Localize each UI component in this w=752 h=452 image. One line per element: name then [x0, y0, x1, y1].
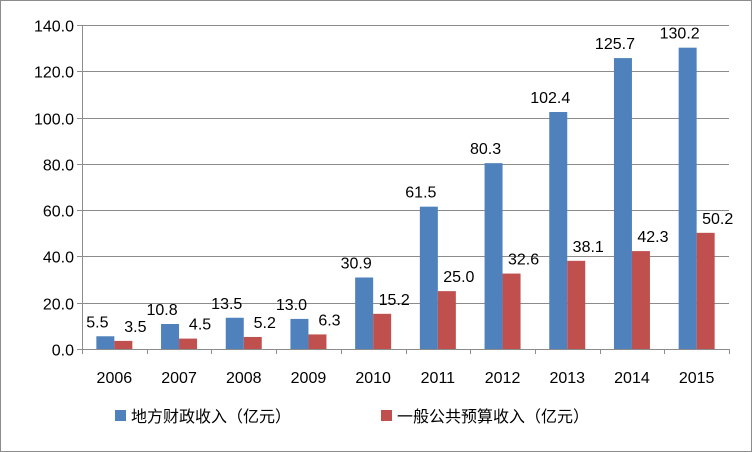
data-labels: 5.5 3.510.8 4.513.5 5.213.0 6.3 30.9 15.2 61.5 2…: [86, 26, 733, 336]
data-label-public-budget-2008: 5.2: [254, 315, 276, 332]
data-label-local-revenue-2011: 61.5: [405, 185, 436, 202]
bars: [96, 47, 715, 350]
bar-local-revenue-2010: [355, 277, 374, 349]
x-tick-label-2014: 2014: [614, 370, 650, 387]
data-label-public-budget-2015: 50.2: [702, 211, 733, 228]
data-label-public-budget-2012: 32.6: [508, 252, 539, 269]
x-tick-label-2013: 2013: [549, 370, 585, 387]
x-tick-label-2009: 2009: [291, 370, 327, 387]
data-label-public-budget-2007: 4.5: [189, 317, 211, 334]
x-tick-label-2007: 2007: [161, 370, 197, 387]
data-label-local-revenue-2013: 102.4: [530, 90, 570, 107]
y-tick-label: 140.0: [34, 19, 74, 36]
data-label-public-budget-2006: 3.5: [124, 319, 146, 336]
bar-public-budget-2013: [567, 260, 586, 349]
y-tick-label: 0.0: [52, 343, 74, 360]
bar-public-budget-2010: [373, 313, 392, 349]
y-tick-label: 80.0: [43, 158, 74, 175]
bar-public-budget-2015: [696, 232, 715, 349]
y-tick-label: 120.0: [34, 65, 74, 82]
bar-local-revenue-2008: [225, 317, 244, 349]
bar-local-revenue-2013: [549, 112, 568, 349]
x-tick-label-2006: 2006: [97, 370, 133, 387]
bar-public-budget-2014: [631, 251, 650, 349]
bar-local-revenue-2006: [96, 336, 115, 349]
bar-local-revenue-2015: [678, 47, 697, 350]
bar-local-revenue-2007: [161, 324, 180, 349]
data-label-local-revenue-2008: 13.5: [211, 296, 242, 313]
legend-label-public-budget: 一般公共预算收入（亿元）: [397, 407, 589, 426]
y-axis: 0.0 20.0 40.0 60.0 80.0 100.0 120.0 140.0: [34, 19, 83, 360]
y-tick-label: 40.0: [43, 250, 74, 267]
legend-swatch-public-budget: [381, 410, 392, 421]
data-label-public-budget-2011: 25.0: [443, 269, 474, 286]
data-label-local-revenue-2006: 5.5: [86, 314, 108, 331]
data-label-local-revenue-2014: 125.7: [595, 36, 635, 53]
data-label-local-revenue-2015: 130.2: [660, 26, 700, 43]
data-label-public-budget-2009: 6.3: [318, 312, 340, 329]
data-label-public-budget-2010: 15.2: [379, 292, 410, 309]
data-label-public-budget-2014: 42.3: [637, 229, 668, 246]
x-tick-label-2008: 2008: [226, 370, 262, 387]
x-axis: 2006 2007 2008 2009 2010 2011 2012 2013 2014 2015: [82, 349, 730, 387]
data-label-local-revenue-2010: 30.9: [341, 255, 372, 272]
bar-public-budget-2011: [437, 291, 456, 349]
bar-local-revenue-2011: [419, 206, 438, 349]
data-label-local-revenue-2007: 10.8: [146, 302, 177, 319]
bar-public-budget-2012: [502, 273, 521, 349]
data-label-public-budget-2013: 38.1: [573, 239, 604, 256]
y-tick-label: 100.0: [34, 112, 74, 129]
bar-public-budget-2009: [308, 334, 327, 349]
bar-public-budget-2007: [179, 338, 198, 349]
bar-local-revenue-2009: [290, 318, 309, 349]
y-tick-label: 60.0: [43, 204, 74, 221]
bar-public-budget-2006: [114, 340, 133, 349]
bar-public-budget-2008: [243, 336, 262, 349]
x-tick-label-2010: 2010: [355, 370, 391, 387]
legend-swatch-local-revenue: [115, 410, 126, 421]
legend: 地方财政收入（亿元） 一般公共预算收入（亿元）: [115, 407, 589, 426]
y-tick-label: 20.0: [43, 297, 74, 314]
data-label-local-revenue-2009: 13.0: [276, 297, 307, 314]
bar-local-revenue-2014: [613, 58, 632, 349]
x-tick-label-2015: 2015: [679, 370, 715, 387]
x-tick-label-2012: 2012: [485, 370, 521, 387]
gridlines: [82, 25, 729, 304]
x-tick-label-2011: 2011: [421, 370, 456, 387]
data-label-local-revenue-2012: 80.3: [470, 141, 501, 158]
legend-label-local-revenue: 地方财政收入（亿元）: [131, 407, 291, 426]
bar-local-revenue-2012: [484, 163, 503, 349]
